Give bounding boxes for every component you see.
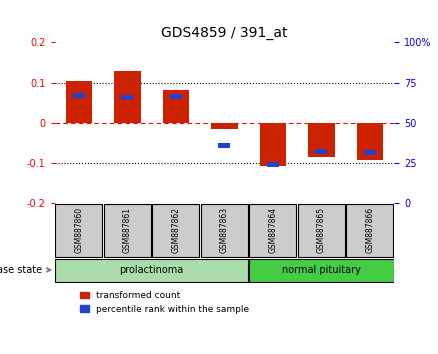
FancyBboxPatch shape — [201, 204, 248, 257]
Bar — [260, 122, 286, 166]
FancyBboxPatch shape — [152, 204, 199, 257]
Bar — [73, 93, 85, 98]
Text: GSM887862: GSM887862 — [172, 207, 180, 253]
Text: prolactinoma: prolactinoma — [120, 265, 184, 275]
Text: disease state: disease state — [0, 265, 51, 275]
Bar — [66, 81, 92, 122]
Text: GSM887860: GSM887860 — [74, 207, 84, 253]
Bar — [364, 150, 376, 155]
FancyBboxPatch shape — [249, 204, 296, 257]
Title: GDS4859 / 391_at: GDS4859 / 391_at — [161, 26, 288, 40]
Bar — [219, 143, 230, 148]
Bar — [162, 90, 189, 122]
Bar — [114, 72, 141, 122]
Text: GSM887861: GSM887861 — [123, 207, 132, 253]
FancyBboxPatch shape — [55, 259, 248, 282]
Text: normal pituitary: normal pituitary — [282, 265, 361, 275]
Bar — [211, 122, 238, 129]
Bar — [308, 122, 335, 157]
FancyBboxPatch shape — [298, 204, 345, 257]
FancyBboxPatch shape — [249, 259, 394, 282]
Bar — [357, 122, 383, 160]
Text: GSM887866: GSM887866 — [365, 207, 374, 253]
Legend: transformed count, percentile rank within the sample: transformed count, percentile rank withi… — [76, 287, 253, 317]
Bar — [267, 162, 279, 167]
Text: GSM887864: GSM887864 — [268, 207, 277, 253]
Text: GSM887865: GSM887865 — [317, 207, 326, 253]
FancyBboxPatch shape — [346, 204, 393, 257]
Bar — [315, 149, 328, 154]
Bar — [121, 95, 134, 100]
FancyBboxPatch shape — [104, 204, 151, 257]
FancyBboxPatch shape — [55, 204, 102, 257]
Text: GSM887863: GSM887863 — [220, 207, 229, 253]
Bar — [170, 94, 182, 99]
